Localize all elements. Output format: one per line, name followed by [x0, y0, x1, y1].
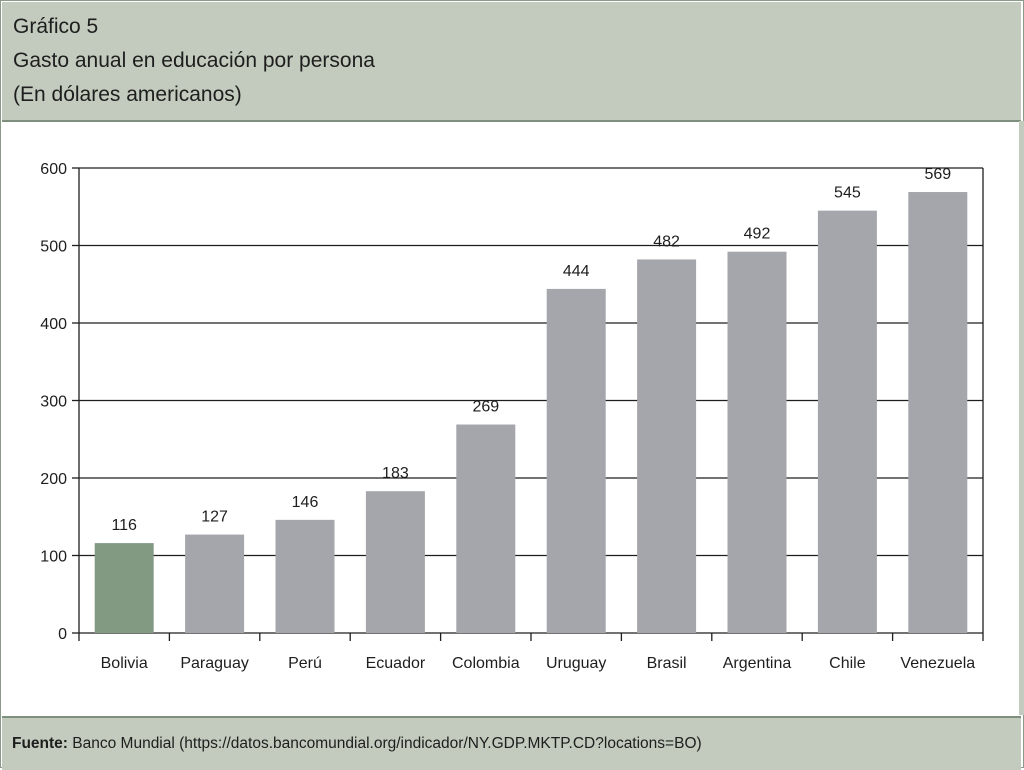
figure-header: Gráfico 5 Gasto anual en educación por p… — [2, 2, 1021, 122]
data-label: 146 — [292, 494, 319, 511]
data-label: 482 — [653, 233, 680, 250]
bar-chile — [817, 210, 877, 633]
y-tick-label: 600 — [40, 161, 67, 178]
data-label: 569 — [924, 166, 951, 183]
data-label: 545 — [834, 185, 861, 202]
x-tick-label: Argentina — [723, 655, 792, 672]
bar-ecuador — [365, 491, 425, 633]
x-tick-label: Paraguay — [180, 655, 249, 672]
bar-perú — [275, 519, 335, 633]
bar-colombia — [456, 424, 516, 633]
x-tick-label: Ecuador — [366, 655, 426, 672]
chart-title: Gasto anual en educación por persona — [13, 49, 375, 72]
x-tick-label: Bolivia — [101, 655, 148, 672]
source-note: Fuente: Banco Mundial (https://datos.ban… — [12, 735, 702, 753]
y-tick-label: 400 — [40, 316, 67, 333]
data-label: 492 — [744, 226, 771, 243]
bar-venezuela — [908, 192, 968, 633]
data-label: 116 — [111, 517, 137, 534]
bar-uruguay — [546, 288, 606, 633]
x-tick-label: Perú — [288, 655, 322, 672]
figure-label: Gráfico 5 — [13, 15, 99, 38]
data-label: 444 — [563, 263, 590, 280]
x-tick-label: Colombia — [452, 655, 520, 672]
bar-chart: 0 100 200 300 400 500 600 116 Bolivia 127 Paraguay… — [40, 161, 984, 672]
bar-bolivia — [94, 543, 154, 633]
y-tick-label: 200 — [40, 471, 67, 488]
source-text: Banco Mundial (https://datos.bancomundia… — [72, 735, 702, 752]
data-label: 183 — [382, 465, 409, 482]
data-label: 127 — [201, 509, 228, 526]
source-label: Fuente: — [12, 735, 68, 752]
y-tick-label: 300 — [40, 394, 67, 411]
x-tick-label: Uruguay — [546, 655, 606, 672]
x-tick-label: Brasil — [647, 655, 687, 672]
right-stripe — [1019, 121, 1024, 715]
bar-brasil — [637, 259, 697, 633]
bar-argentina — [727, 251, 787, 633]
x-tick-label: Venezuela — [900, 655, 975, 672]
bar-paraguay — [185, 534, 245, 633]
chart-subtitle: (En dólares americanos) — [13, 83, 242, 106]
y-tick-label: 100 — [40, 549, 67, 566]
x-tick-label: Chile — [829, 655, 866, 672]
y-tick-label: 500 — [40, 239, 67, 256]
figure-footer: Fuente: Banco Mundial (https://datos.ban… — [2, 716, 1021, 770]
data-label: 269 — [472, 399, 499, 416]
y-tick-label: 0 — [58, 626, 67, 643]
